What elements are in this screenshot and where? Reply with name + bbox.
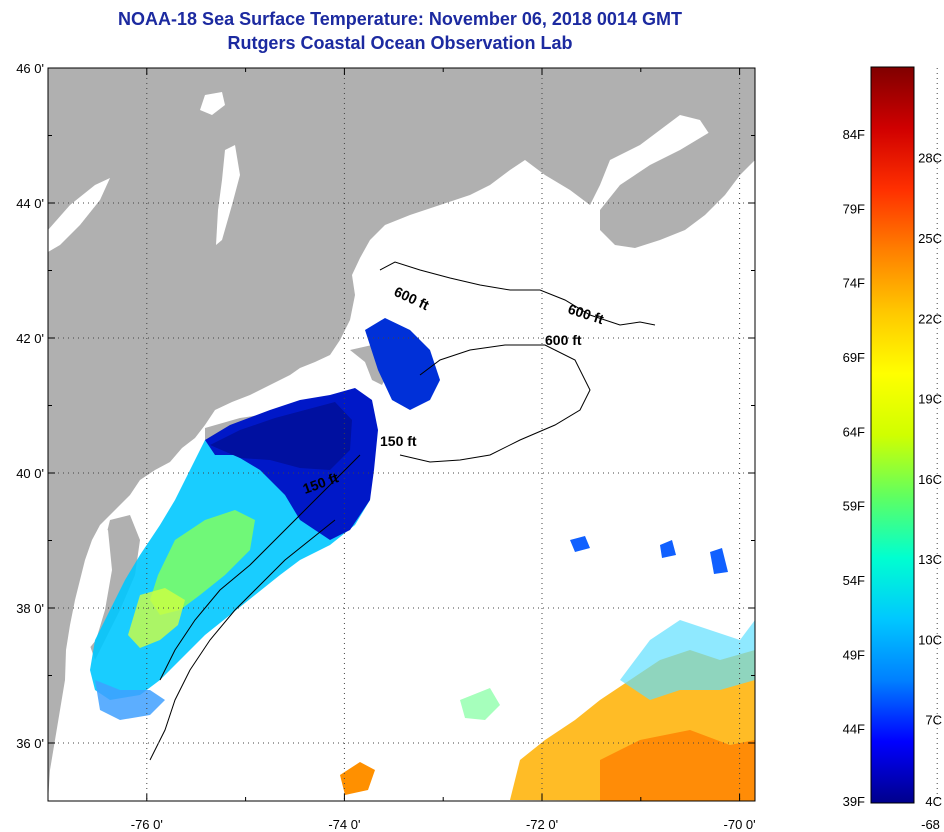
- lake: [48, 178, 110, 252]
- contour-600ft: [399, 344, 591, 463]
- colorbar-c-label: 19C: [918, 392, 942, 407]
- longitude-label: -68 0': [921, 817, 944, 832]
- colorbar-c-label: 16C: [918, 472, 942, 487]
- map-frame: [47, 67, 756, 802]
- colorbar-f-label: 64F: [843, 424, 865, 439]
- longitude-label: -70 0': [724, 817, 756, 832]
- longitude-labels: -76 0'-74 0'-72 0'-70 0'-68 0'-66 0'-64 …: [131, 817, 944, 832]
- colorbar-c-label: 7C: [925, 713, 942, 728]
- map-ticks: [47, 67, 755, 801]
- contour-150ft: [159, 454, 361, 681]
- colorbar-c-label: 4C: [925, 794, 942, 809]
- colorbar-f-label: 74F: [843, 276, 865, 291]
- colorbar-f-label: 59F: [843, 499, 865, 514]
- colorbar-fahrenheit-labels: 84F 79F 74F 69F 64F 59F 54F 49F 44F 39F: [843, 127, 865, 809]
- contour-label: 150 ft: [380, 433, 417, 449]
- colorbar-c-label: 10C: [918, 632, 942, 647]
- colorbar-c-label: 22C: [918, 311, 942, 326]
- latitude-label: 42 0': [16, 331, 44, 346]
- colorbar-c-label: 13C: [918, 552, 942, 567]
- longitude-label: -72 0': [526, 817, 558, 832]
- colorbar-celsius-labels: 28C 25C 22C 19C 16C 13C 10C 7C 4C: [918, 151, 942, 809]
- sst-swath-warm: [150, 510, 255, 615]
- sst-swath-cold: [210, 402, 352, 470]
- contour-label: 600 ft: [545, 332, 582, 348]
- chesapeake-bay: [85, 530, 112, 650]
- sst-offshore-patch: [600, 730, 755, 801]
- temperature-colorbar: [870, 66, 915, 804]
- sst-offshore-patch: [460, 688, 500, 720]
- latitude-label: 46 0': [16, 61, 44, 76]
- colorbar-f-label: 54F: [843, 573, 865, 588]
- latitude-label: 36 0': [16, 736, 44, 751]
- map-title: NOAA-18 Sea Surface Temperature: Novembe…: [118, 9, 682, 29]
- colorbar-f-label: 69F: [843, 350, 865, 365]
- sst-offshore-patch: [340, 762, 375, 795]
- colorbar-f-label: 84F: [843, 127, 865, 142]
- latitude-labels: 46 0' 44 0' 42 0' 40 0' 38 0' 36 0': [16, 61, 44, 751]
- colorbar-c-label: 28C: [918, 151, 942, 166]
- sst-offshore-patch: [620, 620, 755, 700]
- lake: [216, 145, 240, 245]
- colorbar-f-label: 39F: [843, 794, 865, 809]
- land-nova-scotia: [600, 110, 755, 248]
- sst-swath-warm: [128, 588, 185, 648]
- longitude-label: -74 0': [328, 817, 360, 832]
- map-subtitle: Rutgers Coastal Ocean Observation Lab: [227, 33, 573, 53]
- sst-offshore-patch: [570, 536, 590, 552]
- land-delmarva: [88, 515, 140, 660]
- latitude-label: 44 0': [16, 196, 44, 211]
- sst-swath-cold: [365, 318, 440, 410]
- sst-swath-mid: [95, 680, 165, 720]
- latitude-label: 40 0': [16, 466, 44, 481]
- colorbar-f-label: 44F: [843, 722, 865, 737]
- contour-600ft: [379, 261, 656, 326]
- colorbar-c-label: 25C: [918, 231, 942, 246]
- land-mainland: [48, 68, 755, 801]
- latitude-label: 38 0': [16, 601, 44, 616]
- colorbar-f-label: 49F: [843, 647, 865, 662]
- colorbar-f-label: 79F: [843, 201, 865, 216]
- lat-lon-grid: [48, 68, 938, 801]
- contour-150ft: [149, 519, 336, 761]
- longitude-label: -76 0': [131, 817, 163, 832]
- sst-offshore-patch: [660, 540, 676, 558]
- lake: [200, 92, 225, 115]
- sst-offshore-patch: [710, 548, 728, 574]
